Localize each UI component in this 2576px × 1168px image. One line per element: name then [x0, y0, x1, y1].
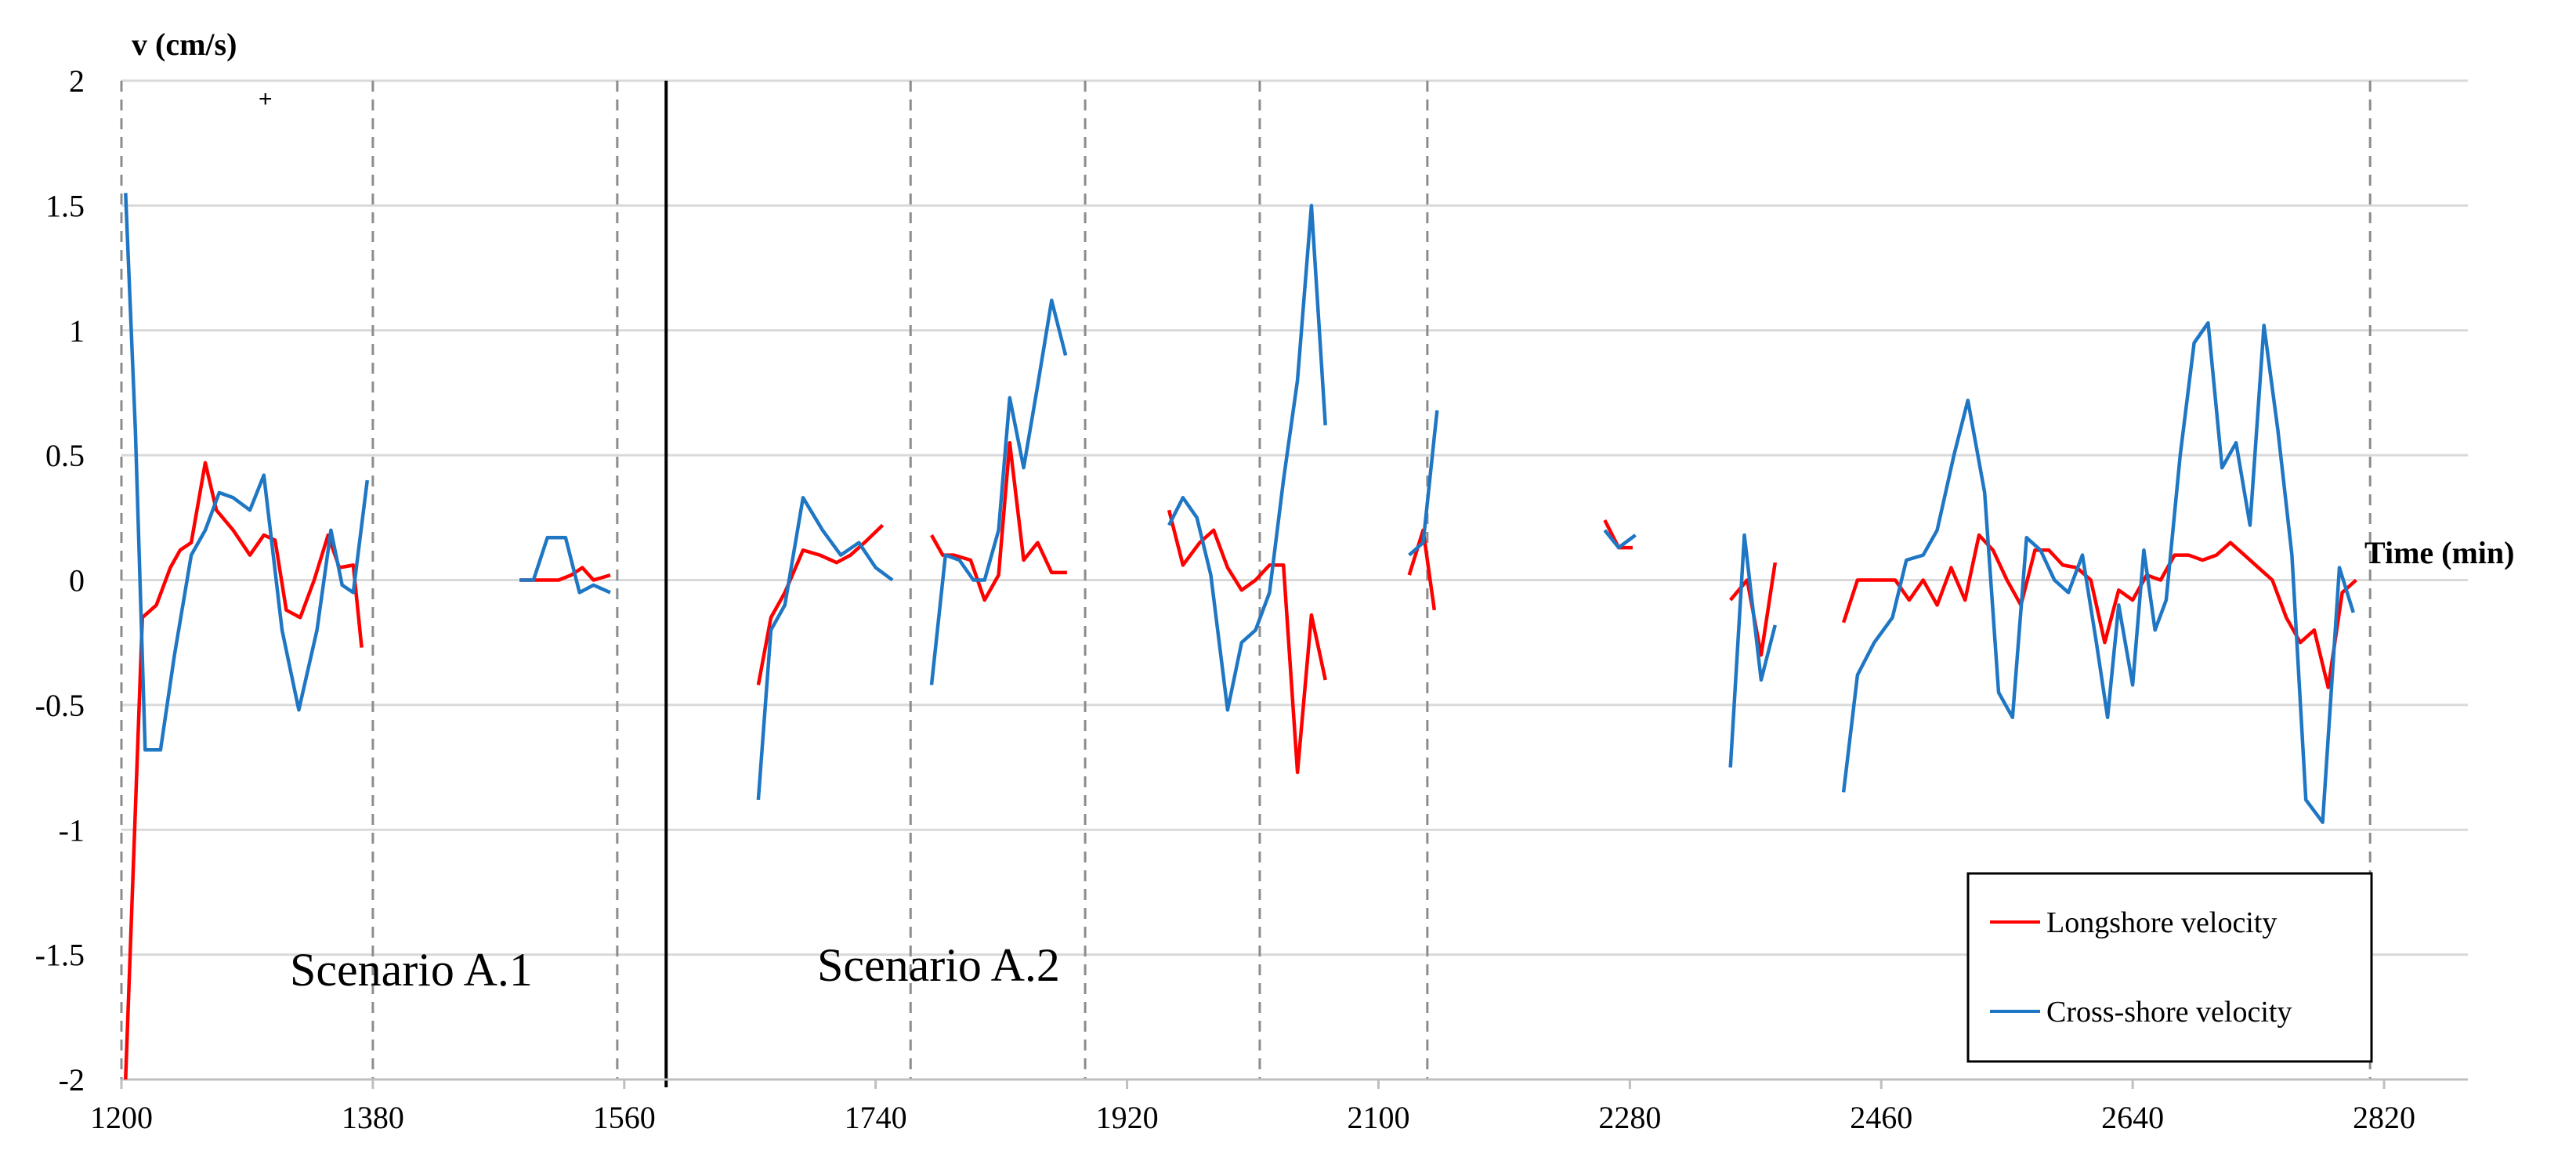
y-tick-label: 2: [69, 63, 85, 99]
y-tick-label: 1.5: [45, 188, 85, 223]
y-tick-label: 0: [69, 563, 85, 598]
cross-shore-velocity-line: [1728, 533, 1777, 768]
cross-shore-velocity-line: [1841, 320, 2355, 824]
legend: Longshore velocity Cross-shore velocity: [1966, 872, 2373, 1063]
legend-crossshore-label: Cross-shore velocity: [2046, 996, 2292, 1029]
legend-box: [1966, 872, 2373, 1063]
cross-shore-velocity-line: [124, 193, 370, 752]
x-tick-label: 2640: [2101, 1100, 2164, 1135]
x-tick-label: 2820: [2353, 1100, 2415, 1135]
y-tick-label: -0.5: [35, 688, 85, 723]
y-tick-label: -1: [59, 812, 85, 848]
cross-shore-velocity-line: [1167, 204, 1327, 712]
x-tick-label: 1920: [1096, 1100, 1159, 1135]
cross-shore-velocity-line: [929, 298, 1068, 685]
x-tick-label: 2100: [1347, 1100, 1409, 1135]
longshore-velocity-line: [1167, 509, 1327, 775]
y-tick-label: -1.5: [35, 938, 85, 973]
y-tick-label: 1: [69, 313, 85, 349]
annotation-scenario-a2: Scenario A.2: [817, 939, 1060, 991]
cross-shore-velocity-line: [756, 496, 894, 801]
series-lines: [124, 193, 2357, 1080]
cross-shore-velocity-line: [1408, 410, 1439, 557]
x-axis-title: Time (min): [2364, 535, 2514, 570]
y-axis-ticks: 2 1.5 1 0.5 0 -0.5 -1 -1.5 -2: [35, 63, 85, 1097]
x-tick-label: 2280: [1598, 1100, 1661, 1135]
x-axis-ticks: 1200 1380 1560 1740 1920 2100 2280 2460 2640 2820: [90, 1079, 2415, 1135]
longshore-velocity-line: [124, 461, 364, 1080]
legend-longshore-label: Longshore velocity: [2046, 906, 2277, 939]
plus-marker: +: [259, 86, 273, 112]
cross-shore-velocity-line: [519, 536, 611, 595]
x-tick-label: 2460: [1850, 1100, 1912, 1135]
annotation-scenario-a1: Scenario A.1: [290, 944, 533, 996]
x-tick-label: 1200: [90, 1100, 153, 1135]
x-tick-label: 1380: [342, 1100, 404, 1135]
longshore-velocity-line: [519, 566, 611, 582]
cross-shore-velocity-line: [1603, 529, 1637, 550]
x-tick-label: 1740: [845, 1100, 907, 1135]
x-tick-label: 1560: [593, 1100, 656, 1135]
longshore-velocity-line: [1841, 533, 2357, 689]
y-tick-label: -2: [59, 1062, 85, 1097]
grid-lines: [121, 79, 2468, 956]
y-axis-title: v (cm/s): [132, 27, 237, 62]
y-tick-label: 0.5: [45, 438, 85, 473]
